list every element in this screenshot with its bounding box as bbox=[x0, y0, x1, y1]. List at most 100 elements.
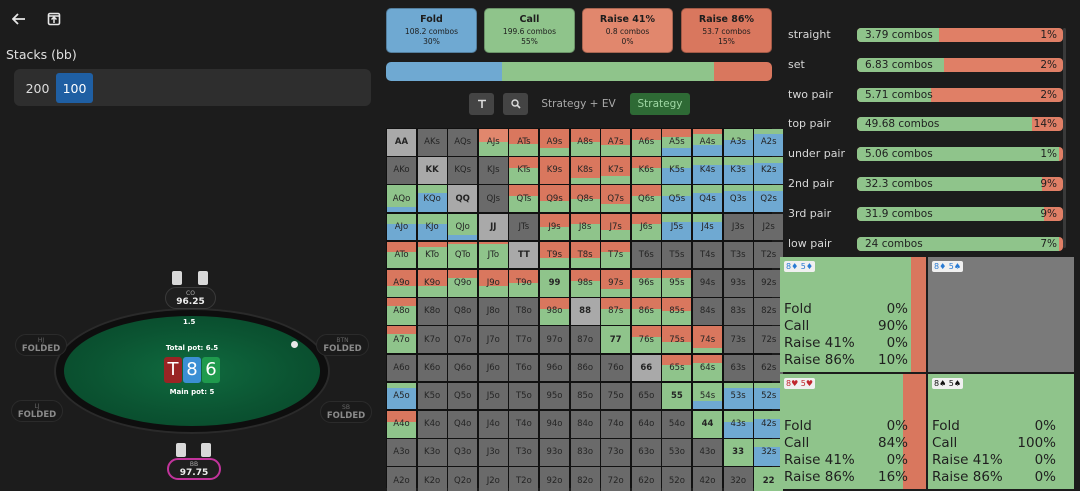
hand-cell[interactable]: TT bbox=[509, 241, 539, 269]
hand-cell[interactable]: T8s bbox=[570, 241, 600, 269]
hand-cell[interactable]: 76s bbox=[631, 326, 661, 353]
action-summary-call[interactable]: Call 199.6 combos 55% bbox=[484, 8, 575, 53]
hand-cell[interactable]: J8o bbox=[478, 298, 508, 325]
hand-cell[interactable]: J6s bbox=[631, 213, 661, 241]
hand-cell[interactable]: K8o bbox=[417, 298, 447, 325]
hand-cell[interactable]: J7s bbox=[601, 213, 631, 241]
hand-cell[interactable]: T9s bbox=[540, 241, 569, 269]
hand-cell[interactable]: 97s bbox=[601, 270, 631, 297]
hand-cell[interactable]: 52o bbox=[662, 467, 692, 491]
hand-cell[interactable]: 64o bbox=[631, 411, 661, 438]
hand-cell[interactable]: K9o bbox=[417, 270, 447, 297]
hand-cell[interactable]: K9s bbox=[540, 157, 569, 184]
hand-cell[interactable]: J2o bbox=[478, 467, 508, 491]
hand-cell[interactable]: 94o bbox=[540, 411, 569, 438]
hand-cell[interactable]: AKo bbox=[387, 157, 416, 184]
hand-class-row[interactable]: under pair 5.06 combos 1% bbox=[788, 144, 1064, 164]
hand-cell[interactable]: Q4o bbox=[448, 411, 478, 438]
hand-cell[interactable]: A3s bbox=[723, 129, 753, 156]
hand-cell[interactable]: T5o bbox=[509, 382, 539, 410]
hand-cell[interactable]: ATo bbox=[387, 241, 416, 269]
hand-cell[interactable]: JJ bbox=[478, 213, 508, 241]
hand-cell[interactable]: T4o bbox=[509, 411, 539, 438]
hand-cell[interactable]: Q6s bbox=[631, 185, 661, 212]
hand-cell[interactable]: 86o bbox=[570, 354, 600, 382]
hand-cell[interactable]: QTo bbox=[448, 241, 478, 269]
hand-class-row[interactable]: set 6.83 combos 2% bbox=[788, 55, 1064, 75]
hand-cell[interactable]: AQs bbox=[448, 129, 478, 156]
hand-cell[interactable]: 42s bbox=[754, 411, 784, 438]
hand-cell[interactable]: 42o bbox=[693, 467, 722, 491]
hand-cell[interactable]: 75o bbox=[601, 382, 631, 410]
hand-cell[interactable]: T8o bbox=[509, 298, 539, 325]
hand-cell[interactable]: T4s bbox=[693, 241, 722, 269]
hand-cell[interactable]: 65s bbox=[662, 354, 692, 382]
hand-cell[interactable]: 74o bbox=[601, 411, 631, 438]
hand-cell[interactable]: 84s bbox=[693, 298, 722, 325]
hand-cell[interactable]: 22 bbox=[754, 467, 784, 491]
hand-cell[interactable]: Q3s bbox=[723, 185, 753, 212]
hand-cell[interactable]: 97o bbox=[540, 326, 569, 353]
hand-class-scrollbar[interactable] bbox=[1063, 28, 1066, 248]
hand-cell[interactable]: KTo bbox=[417, 241, 447, 269]
hand-cell[interactable]: T3s bbox=[723, 241, 753, 269]
hand-cell[interactable]: AA bbox=[387, 129, 416, 156]
hand-class-row[interactable]: top pair 49.68 combos 14% bbox=[788, 114, 1064, 134]
hand-cell[interactable]: A7s bbox=[601, 129, 631, 156]
hand-cell[interactable]: J8s bbox=[570, 213, 600, 241]
hand-cell[interactable]: A6s bbox=[631, 129, 661, 156]
hand-cell[interactable]: 43s bbox=[723, 411, 753, 438]
hand-cell[interactable]: 52s bbox=[754, 382, 784, 410]
hand-cell[interactable]: Q6o bbox=[448, 354, 478, 382]
hand-cell[interactable]: AQo bbox=[387, 185, 416, 212]
seat-lj[interactable]: LJ FOLDED bbox=[11, 400, 63, 422]
hand-cell[interactable]: K6o bbox=[417, 354, 447, 382]
hand-cell[interactable]: 43o bbox=[693, 439, 722, 466]
hand-cell[interactable]: K3s bbox=[723, 157, 753, 184]
hand-cell[interactable]: T2s bbox=[754, 241, 784, 269]
hand-cell[interactable]: 82s bbox=[754, 298, 784, 325]
hand-cell[interactable]: 92o bbox=[540, 467, 569, 491]
hand-cell[interactable]: 32s bbox=[754, 439, 784, 466]
hand-cell[interactable]: KJo bbox=[417, 213, 447, 241]
hand-cell[interactable]: 44 bbox=[693, 411, 722, 438]
hand-class-row[interactable]: 2nd pair 32.3 combos 9% bbox=[788, 174, 1064, 194]
search-icon[interactable] bbox=[503, 93, 528, 115]
hand-cell[interactable]: 94s bbox=[693, 270, 722, 297]
hand-cell[interactable]: 99 bbox=[540, 270, 569, 297]
hand-cell[interactable]: 98o bbox=[540, 298, 569, 325]
action-summary-raise-41[interactable]: Raise 41% 0.8 combos 0% bbox=[582, 8, 673, 53]
hand-cell[interactable]: A2o bbox=[387, 467, 416, 491]
hand-cell[interactable]: 73s bbox=[723, 326, 753, 353]
hand-cell[interactable]: 54s bbox=[693, 382, 722, 410]
hand-cell[interactable]: JTo bbox=[478, 241, 508, 269]
hand-cell[interactable]: K6s bbox=[631, 157, 661, 184]
hand-cell[interactable]: A5o bbox=[387, 382, 416, 410]
hand-cell[interactable]: J5o bbox=[478, 382, 508, 410]
hand-cell[interactable]: J5s bbox=[662, 213, 692, 241]
hand-cell[interactable]: 75s bbox=[662, 326, 692, 353]
hand-cell[interactable]: K4o bbox=[417, 411, 447, 438]
hand-cell[interactable]: 64s bbox=[693, 354, 722, 382]
hand-cell[interactable]: 85o bbox=[570, 382, 600, 410]
hand-cell[interactable]: 84o bbox=[570, 411, 600, 438]
hand-cell[interactable]: T7s bbox=[601, 241, 631, 269]
stack-option-100[interactable]: 100 bbox=[56, 73, 93, 103]
hand-class-row[interactable]: 3rd pair 31.9 combos 9% bbox=[788, 204, 1064, 224]
hand-cell[interactable]: J4s bbox=[693, 213, 722, 241]
hand-cell[interactable]: 95o bbox=[540, 382, 569, 410]
hand-cell[interactable]: 83o bbox=[570, 439, 600, 466]
hand-cell[interactable]: A8s bbox=[570, 129, 600, 156]
action-summary-fold[interactable]: Fold 108.2 combos 30% bbox=[386, 8, 477, 53]
hand-cell[interactable]: Q4s bbox=[693, 185, 722, 212]
combo-panel[interactable]: 8♦ 5♠ bbox=[928, 257, 1074, 372]
hand-cell[interactable]: J4o bbox=[478, 411, 508, 438]
hand-cell[interactable]: A8o bbox=[387, 298, 416, 325]
hand-class-row[interactable]: straight 3.79 combos 1% bbox=[788, 25, 1064, 45]
hand-cell[interactable]: QTs bbox=[509, 185, 539, 212]
hand-cell[interactable]: T2o bbox=[509, 467, 539, 491]
hand-cell[interactable]: AJo bbox=[387, 213, 416, 241]
hand-cell[interactable]: J2s bbox=[754, 213, 784, 241]
hand-cell[interactable]: QJo bbox=[448, 213, 478, 241]
hand-cell[interactable]: Q9o bbox=[448, 270, 478, 297]
